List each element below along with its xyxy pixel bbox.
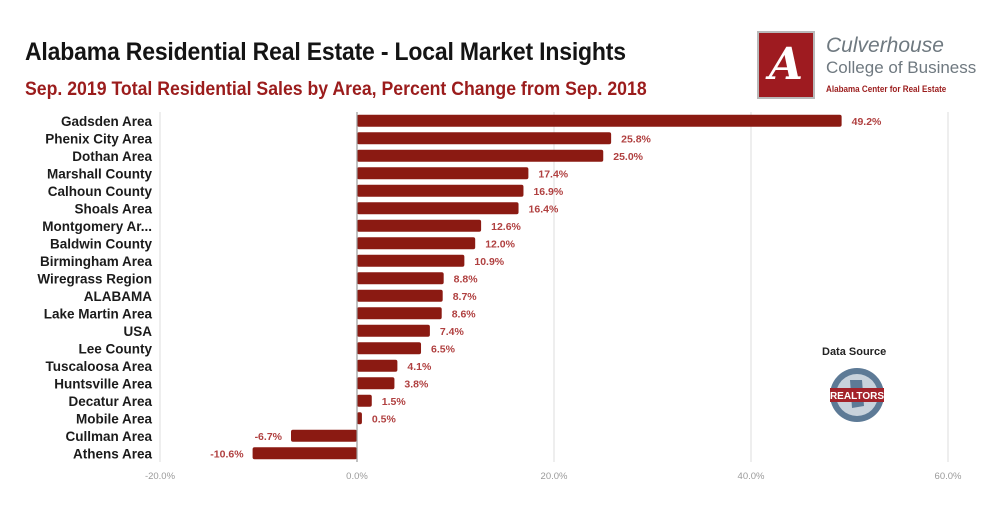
category-label: USA	[123, 324, 152, 339]
realtors-badge-icon: REALTORS	[830, 368, 884, 422]
bar	[357, 289, 443, 302]
bar	[357, 359, 398, 372]
bar	[357, 342, 422, 355]
category-label: Mobile Area	[76, 411, 153, 426]
category-label: Athens Area	[73, 446, 153, 461]
category-label: Tuscaloosa Area	[45, 359, 152, 374]
category-label: ALABAMA	[84, 289, 152, 304]
category-label: Baldwin County	[50, 236, 152, 251]
bar	[357, 219, 482, 232]
bar	[291, 429, 357, 442]
bar	[357, 272, 444, 285]
category-label: Wiregrass Region	[37, 271, 152, 286]
bar	[357, 114, 842, 127]
data-label: 7.4%	[440, 326, 465, 338]
data-label: 8.8%	[454, 273, 479, 285]
x-tick-label: 20.0%	[541, 471, 568, 482]
badge-text: REALTORS	[830, 391, 884, 402]
data-label: 49.2%	[852, 116, 882, 128]
x-tick-label: 60.0%	[935, 471, 962, 482]
data-label: 10.9%	[474, 256, 504, 268]
data-label: 25.8%	[621, 133, 651, 145]
bar	[357, 132, 612, 145]
bar	[357, 324, 430, 337]
bar	[357, 167, 529, 180]
x-tick-label: 40.0%	[738, 471, 765, 482]
data-label: 25.0%	[613, 151, 643, 163]
data-label: 3.8%	[404, 378, 429, 390]
data-label: 1.5%	[382, 396, 407, 408]
bar	[357, 184, 524, 197]
category-label: Shoals Area	[74, 201, 152, 216]
bar	[357, 254, 465, 267]
data-label: 0.5%	[372, 413, 397, 425]
bar	[252, 447, 357, 460]
x-tick-label: 0.0%	[346, 471, 368, 482]
category-label: Calhoun County	[48, 184, 153, 199]
category-label: Gadsden Area	[61, 114, 153, 129]
category-label: Birmingham Area	[40, 254, 153, 269]
brand-line-3: Alabama Center for Real Estate	[826, 84, 947, 95]
brand-line-1: Culverhouse	[826, 34, 944, 57]
bar	[357, 394, 372, 407]
data-label: 16.4%	[529, 203, 559, 215]
category-label: Phenix City Area	[45, 131, 152, 146]
category-label: Marshall County	[47, 166, 153, 181]
category-label: Decatur Area	[68, 394, 152, 409]
data-label: -6.7%	[255, 431, 283, 443]
category-label: Montgomery Ar...	[42, 219, 152, 234]
brand-line-2: College of Business	[826, 58, 977, 77]
category-label: Lake Martin Area	[44, 306, 153, 321]
data-label: 8.7%	[453, 291, 478, 303]
bar	[357, 149, 604, 162]
data-label: 16.9%	[533, 186, 563, 198]
bar	[357, 202, 519, 215]
data-label: 4.1%	[407, 361, 432, 373]
category-label: Dothan Area	[72, 149, 152, 164]
category-label: Lee County	[78, 341, 152, 356]
bar	[357, 412, 362, 425]
data-source-label: Data Source	[822, 346, 887, 358]
bar	[357, 377, 395, 390]
category-label: Huntsville Area	[54, 376, 152, 391]
logo-letter: A	[768, 39, 804, 90]
data-label: 17.4%	[538, 168, 568, 180]
x-tick-label: -20.0%	[145, 471, 176, 482]
chart-subtitle: Sep. 2019 Total Residential Sales by Are…	[25, 79, 647, 100]
bar	[357, 307, 442, 320]
data-label: 6.5%	[431, 343, 456, 355]
page-title: Alabama Residential Real Estate - Local …	[25, 38, 626, 66]
data-label: 12.6%	[491, 221, 521, 233]
category-label: Cullman Area	[65, 429, 152, 444]
data-label: 12.0%	[485, 238, 515, 250]
bar	[357, 237, 476, 250]
data-label: 8.6%	[452, 308, 477, 320]
data-label: -10.6%	[210, 448, 244, 460]
university-logo: A	[757, 31, 815, 99]
